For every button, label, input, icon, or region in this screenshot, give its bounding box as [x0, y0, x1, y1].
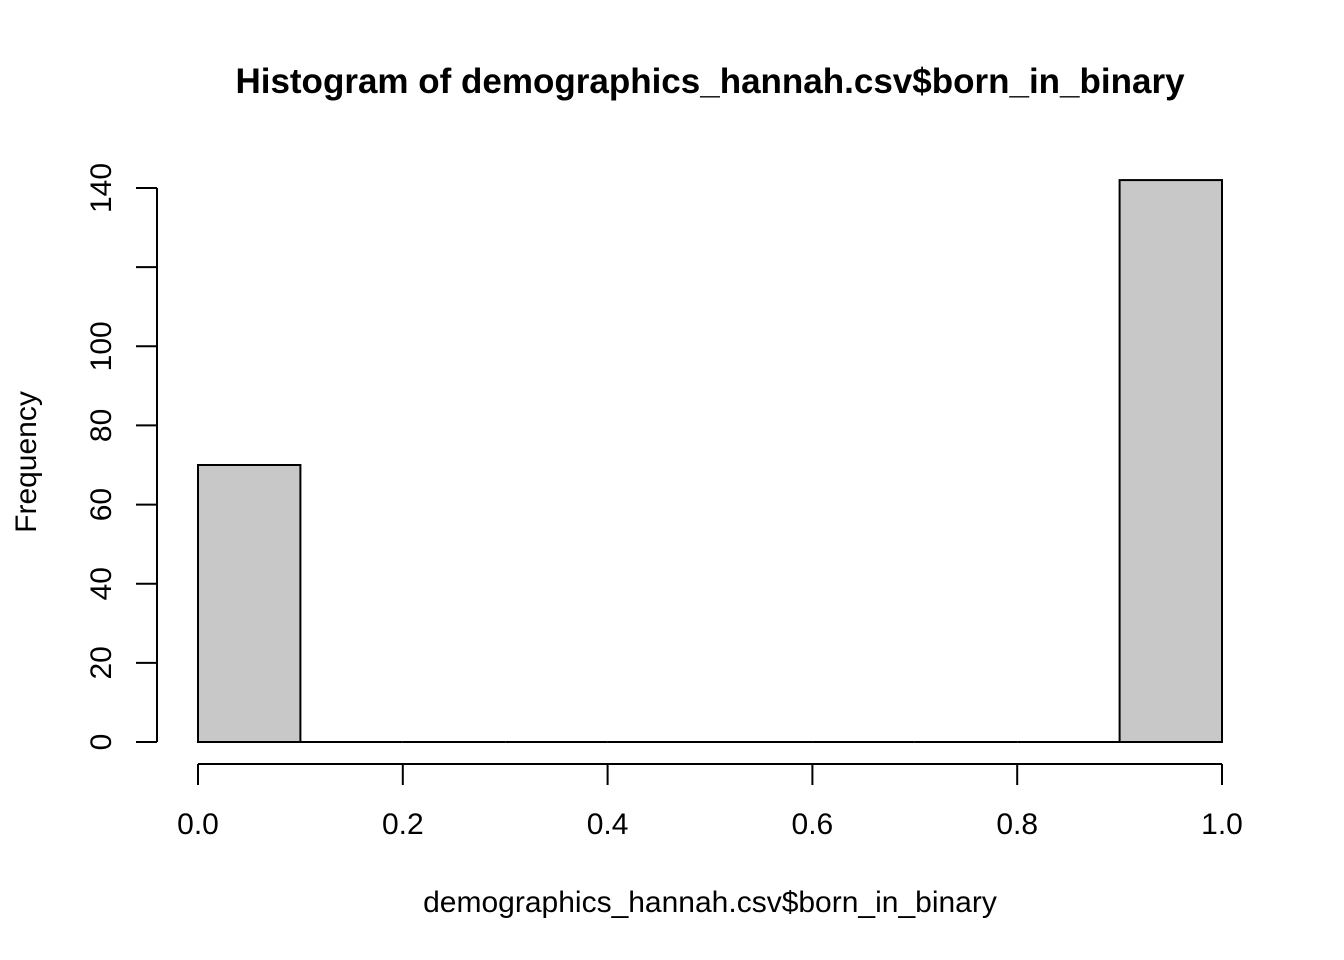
y-tick-label-1: 20: [85, 646, 118, 679]
x-tick-label-3: 0.6: [792, 808, 834, 841]
x-axis: 0.0 0.2 0.4 0.6 0.8 1.0: [177, 763, 1243, 841]
y-axis: 0 20 40 60 80 100 140: [85, 163, 158, 751]
y-tick-label-2: 40: [85, 567, 118, 600]
x-tick-label-2: 0.4: [587, 808, 629, 841]
histogram-bar-0: [197, 464, 302, 743]
y-tick-label-7: 140: [85, 163, 118, 213]
y-tick-label-3: 60: [85, 488, 118, 521]
x-tick-label-4: 0.8: [996, 808, 1038, 841]
y-tick-label-0: 0: [85, 734, 118, 751]
x-tick-label-1: 0.2: [382, 808, 424, 841]
x-axis-label: demographics_hannah.csv$born_in_binary: [423, 886, 997, 919]
bars-group: [197, 179, 1223, 744]
y-tick-label-5: 100: [85, 321, 118, 371]
y-tick-label-4: 80: [85, 409, 118, 442]
chart-title: Histogram of demographics_hannah.csv$bor…: [235, 62, 1185, 101]
y-axis-label: Frequency: [10, 391, 43, 533]
histogram-bar-9: [1118, 179, 1223, 744]
x-tick-label-5: 1.0: [1201, 808, 1243, 841]
x-tick-label-0: 0.0: [177, 808, 219, 841]
